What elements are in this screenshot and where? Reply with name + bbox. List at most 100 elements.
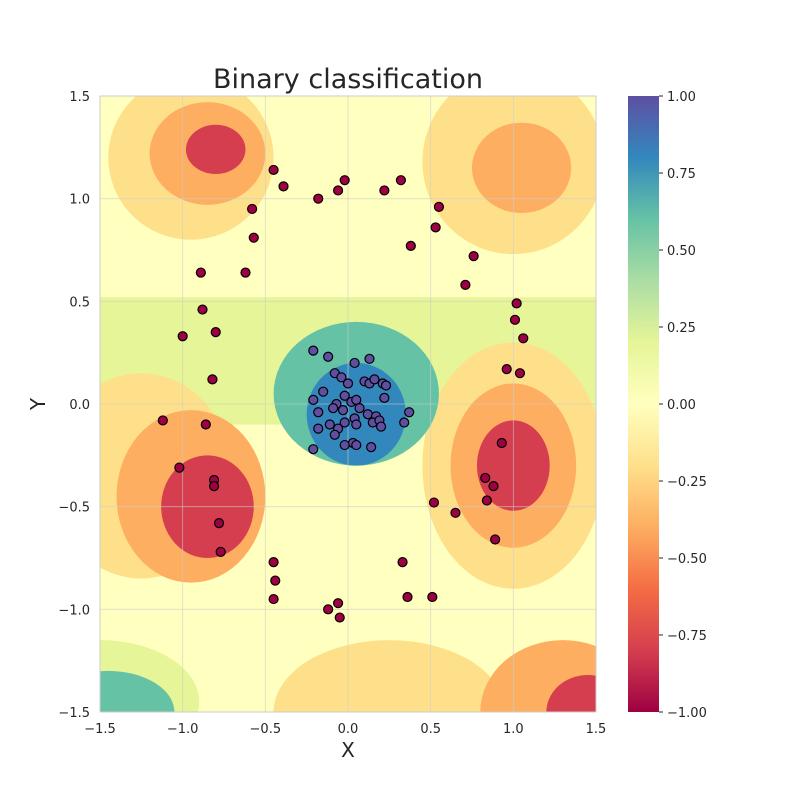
plot-frame — [99, 95, 597, 713]
x-tick-label: 1.5 — [586, 722, 607, 737]
y-axis-ticks: −1.5 −1.0 −0.5 0.0 0.5 1.0 1.5 — [58, 90, 90, 721]
data-point — [351, 439, 362, 451]
data-point — [369, 374, 380, 385]
y-tick-label: 1.0 — [69, 193, 90, 208]
y-axis-label: Y — [26, 397, 50, 411]
data-point — [518, 333, 529, 344]
data-point — [511, 298, 522, 309]
colorbar-tick-label: −0.50 — [667, 552, 707, 567]
y-tick-label: −1.5 — [58, 706, 90, 721]
x-tick-label: −0.5 — [250, 722, 282, 737]
data-point — [342, 378, 354, 389]
data-point — [399, 417, 410, 428]
data-point — [210, 327, 221, 338]
x-tick-label: −1.5 — [84, 722, 116, 737]
x-tick-label: 1.0 — [503, 722, 524, 737]
scatter-points — [157, 164, 529, 623]
x-tick-label: 0.0 — [338, 722, 359, 737]
data-point — [351, 419, 362, 430]
data-point — [334, 612, 345, 623]
colorbar-tick-label: 0.75 — [667, 167, 696, 182]
data-point — [450, 507, 461, 518]
colorbar-ticks: 1.00 0.75 0.50 0.25 0.00 −0.25 −0.50 −0.75 −1.00 — [659, 90, 707, 721]
data-point — [337, 405, 349, 416]
y-tick-label: 1.5 — [69, 90, 90, 105]
colorbar-tick-label: −0.75 — [667, 629, 707, 644]
data-point — [405, 240, 416, 251]
data-point — [509, 314, 521, 325]
plot-area — [99, 95, 597, 713]
colorbar-tick-label: 0.50 — [667, 244, 696, 259]
data-point — [268, 557, 279, 568]
data-point — [480, 472, 491, 484]
data-point — [433, 201, 445, 212]
data-point — [313, 423, 324, 434]
data-point — [496, 437, 507, 449]
data-point — [468, 251, 479, 262]
data-point — [177, 331, 188, 342]
contour-region — [273, 640, 506, 712]
contour-region — [185, 124, 246, 175]
data-point — [324, 419, 335, 430]
data-point — [323, 604, 334, 615]
y-tick-label: −1.0 — [58, 603, 90, 618]
data-point — [362, 409, 373, 420]
x-axis-ticks: −1.5 −1.0 −0.5 0.0 0.5 1.0 1.5 — [84, 722, 606, 737]
y-tick-label: 0.5 — [69, 295, 90, 310]
data-point — [427, 591, 438, 603]
data-point — [339, 175, 350, 186]
data-point — [208, 481, 220, 492]
colorbar-tick-label: 0.25 — [667, 321, 696, 336]
chart-title: Binary classification — [213, 64, 483, 95]
data-point — [195, 267, 206, 278]
data-point — [157, 415, 168, 426]
contour-region — [100, 670, 175, 712]
data-point — [197, 304, 208, 315]
data-point — [490, 534, 501, 545]
colorbar-tick-label: 1.00 — [667, 90, 696, 105]
data-point — [332, 598, 344, 609]
data-point — [354, 403, 365, 414]
data-point — [313, 193, 324, 204]
data-point — [379, 392, 390, 403]
data-point — [402, 591, 413, 603]
data-point — [318, 386, 329, 397]
data-point — [339, 390, 350, 401]
data-point — [349, 357, 360, 369]
data-point — [308, 394, 319, 405]
data-point — [379, 185, 390, 196]
x-tick-label: 0.5 — [420, 722, 441, 737]
colorbar-tick-label: 0.00 — [667, 398, 696, 413]
data-point — [268, 164, 279, 176]
data-point — [213, 517, 225, 529]
data-point — [308, 345, 319, 356]
data-point — [323, 351, 334, 362]
colorbar-tick-label: −0.25 — [667, 475, 707, 490]
data-point — [247, 203, 258, 215]
data-point — [375, 421, 387, 432]
x-tick-label: −1.0 — [167, 722, 199, 737]
data-point — [332, 185, 344, 196]
data-point — [395, 175, 407, 186]
data-point — [430, 222, 441, 233]
data-point — [215, 546, 226, 557]
data-point — [339, 439, 350, 451]
data-point — [397, 557, 408, 568]
data-point — [268, 593, 279, 605]
data-point — [329, 429, 340, 440]
data-point — [460, 279, 471, 291]
data-point — [270, 575, 281, 586]
y-tick-label: −0.5 — [58, 501, 90, 516]
data-point — [278, 181, 289, 192]
data-point — [207, 374, 218, 385]
data-point — [514, 368, 526, 379]
data-point — [339, 417, 350, 428]
y-tick-label: 0.0 — [69, 398, 90, 413]
data-point — [501, 363, 512, 375]
contour-region — [546, 675, 596, 712]
x-axis-label: X — [341, 738, 355, 762]
data-point — [364, 353, 375, 364]
colorbar: 1.00 0.75 0.50 0.25 0.00 −0.25 −0.50 −0.75 −1.00 — [628, 90, 707, 721]
data-point — [428, 497, 440, 508]
